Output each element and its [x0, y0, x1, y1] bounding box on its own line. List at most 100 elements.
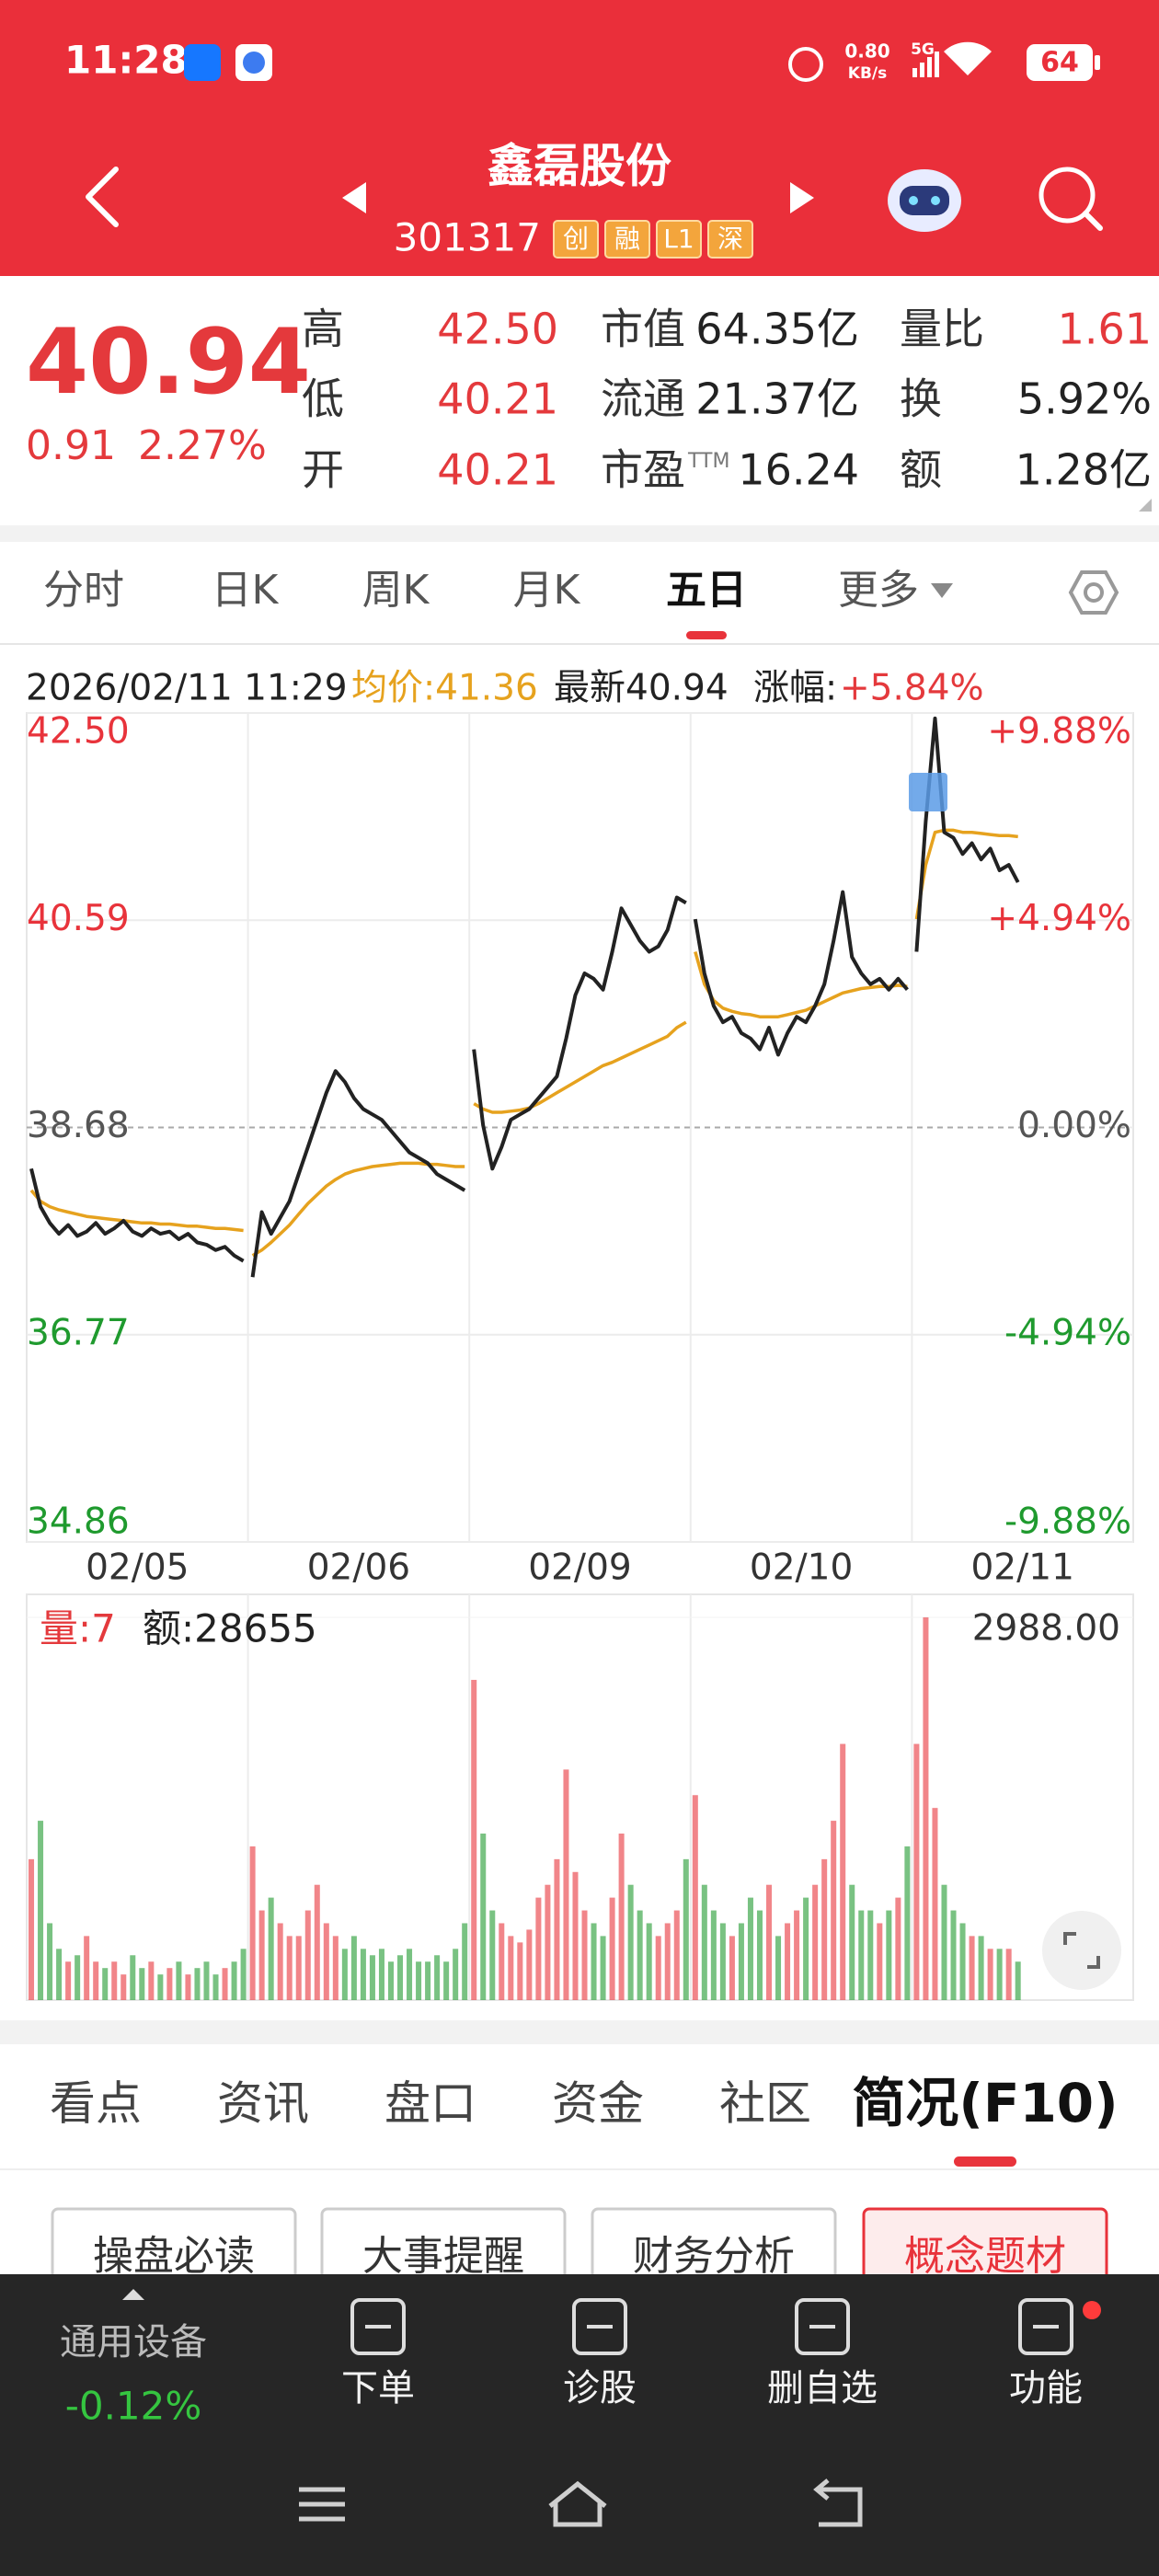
volume-plot-frame — [26, 1593, 1134, 2001]
volume-bar — [756, 1910, 763, 2000]
info-tab[interactable]: 资金 — [552, 2077, 644, 2131]
info-tab[interactable]: 看点 — [50, 2077, 142, 2131]
volume-bar — [176, 1961, 182, 2000]
volume-bar — [609, 1897, 615, 2000]
stat-label: 开 — [302, 445, 344, 495]
robot-icon[interactable] — [888, 169, 961, 232]
volume-bar — [563, 1769, 569, 2000]
volume-bar — [886, 1910, 892, 2000]
volume-bar — [323, 1923, 329, 2000]
signal-marker[interactable] — [909, 773, 947, 811]
volume-bar — [139, 1968, 145, 2000]
volume-bar — [1005, 1949, 1012, 2000]
volume-bar — [277, 1923, 283, 2000]
volume-bar — [794, 1910, 800, 2000]
stat-label: 低 — [302, 374, 344, 424]
f10-button-label[interactable]: 概念题材 — [904, 2233, 1066, 2280]
x-tick-label: 02/11 — [970, 1547, 1073, 1589]
next-stock[interactable] — [790, 182, 814, 213]
action-icon[interactable] — [795, 2298, 850, 2355]
more-arrow[interactable] — [931, 583, 953, 598]
stat-label: 高 — [302, 305, 344, 354]
stat-label: 换 — [900, 374, 942, 424]
price-line — [914, 716, 1020, 952]
net-speed: 0.80 — [844, 40, 889, 63]
volume-bar — [904, 1846, 911, 2000]
volume-bar — [47, 1923, 53, 2000]
last-price: 40.94 — [26, 310, 311, 415]
volume-bar — [729, 1936, 735, 2000]
action-icon[interactable] — [572, 2298, 627, 2355]
volume-bar — [350, 1936, 357, 2000]
volume-bar — [600, 1936, 606, 2000]
volume-bar — [240, 1949, 247, 2000]
signal-icon — [912, 52, 939, 77]
chart-tab[interactable]: 更多 — [838, 567, 919, 614]
stat-label: 市值 — [601, 305, 685, 354]
expand-arrow[interactable] — [122, 2289, 144, 2300]
tag-box — [604, 220, 650, 259]
y-tick-label: 38.68 — [27, 1105, 130, 1146]
volume-bar — [950, 1910, 957, 2000]
volume-bar — [1015, 1961, 1021, 2000]
volume-bar — [453, 1949, 459, 2000]
volume-bar — [75, 1955, 81, 2000]
volume-bar — [443, 1961, 450, 2000]
active-info-tab-indicator — [954, 2156, 1016, 2167]
action-label[interactable]: 下单 — [341, 2367, 415, 2409]
volume-tick-label: 2988.00 — [972, 1608, 1120, 1650]
back-nav-button[interactable] — [813, 2478, 863, 2527]
stat-value: 64.35亿 — [695, 305, 859, 354]
chart-tab[interactable]: 五日 — [666, 567, 747, 614]
volume-bar — [480, 1834, 487, 2000]
volume-bar — [978, 1936, 984, 2000]
stat-label: 流通 — [601, 374, 685, 424]
settings-button[interactable] — [1068, 570, 1119, 615]
f10-button-label[interactable]: 财务分析 — [633, 2233, 795, 2280]
amount-label: 额:28655 — [143, 1606, 317, 1651]
back-button[interactable] — [86, 167, 119, 227]
chart-tab[interactable]: 分时 — [43, 567, 124, 614]
sector-name[interactable]: 通用设备 — [60, 2321, 207, 2363]
info-tab[interactable]: 社区 — [719, 2077, 811, 2131]
chart-tab[interactable]: 日K — [212, 567, 280, 614]
volume-bar — [747, 1897, 753, 2000]
volume-bar — [360, 1949, 366, 2000]
volume-bar — [378, 1949, 384, 2000]
y2-tick-label: -4.94% — [1004, 1312, 1131, 1353]
info-tab[interactable]: 盘口 — [384, 2077, 476, 2131]
chart-tab[interactable]: 月K — [513, 567, 581, 614]
volume-bar — [701, 1884, 707, 2000]
action-icon[interactable] — [350, 2298, 406, 2355]
f10-button-label[interactable]: 大事提醒 — [362, 2233, 524, 2280]
separator — [0, 2020, 1159, 2044]
volume-bar — [249, 1846, 256, 2000]
home-button[interactable] — [548, 2480, 607, 2527]
info-tabs: 看点 资讯 盘口 资金 社区 简况(F10) — [50, 2072, 1119, 2167]
action-label[interactable]: 诊股 — [563, 2367, 637, 2409]
chart-tab[interactable]: 周K — [362, 567, 430, 614]
expand-corner[interactable] — [1139, 499, 1152, 512]
volume-bar — [923, 1617, 929, 2000]
volume-bar — [332, 1936, 339, 2000]
volume-bar — [775, 1936, 782, 2000]
network-type: 5G — [911, 40, 935, 59]
volume-bar — [102, 1968, 109, 2000]
search-button[interactable] — [1039, 167, 1103, 231]
action-label[interactable]: 功能 — [1009, 2367, 1083, 2409]
prev-stock[interactable] — [342, 182, 366, 213]
action-icon[interactable] — [1018, 2298, 1073, 2355]
volume-bar — [38, 1821, 44, 2000]
info-tab[interactable]: 资讯 — [217, 2077, 309, 2131]
volume-bar — [766, 1884, 773, 2000]
fullscreen-button[interactable] — [1042, 1911, 1121, 1990]
volume-bar — [93, 1961, 99, 2000]
f10-button-label[interactable]: 操盘必读 — [93, 2233, 255, 2280]
info-tab[interactable]: 简况(F10) — [852, 2072, 1118, 2134]
volume-bar — [471, 1679, 477, 2000]
volume-bar — [29, 1858, 35, 2000]
stat-label-sup: TTM — [687, 450, 729, 473]
action-label[interactable]: 删自选 — [767, 2367, 878, 2409]
menu-button[interactable] — [299, 2487, 345, 2522]
